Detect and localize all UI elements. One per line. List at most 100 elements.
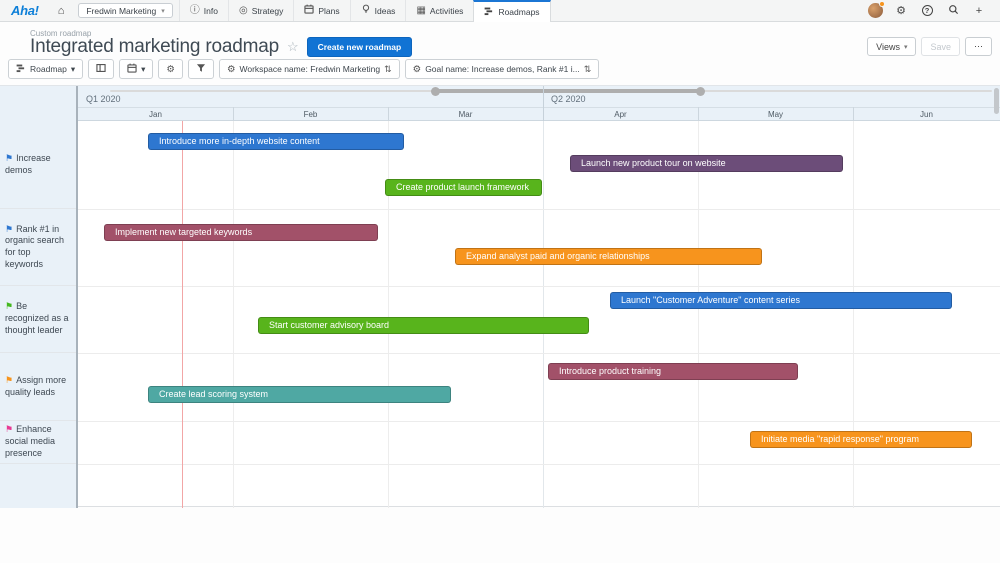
gear-icon: ⚙ [226, 63, 236, 75]
breadcrumb: Custom roadmap [30, 29, 92, 38]
grid-line [853, 121, 854, 508]
question-icon: ? [921, 5, 933, 16]
chevron-down-icon: ▾ [903, 43, 908, 51]
nav-right-icons: ⚙ ? + [862, 0, 1000, 21]
page-title: Integrated marketing roadmap [30, 36, 279, 57]
roadmap-bar[interactable]: Launch "Customer Adventure" content seri… [610, 292, 952, 309]
quarter-divider [543, 86, 544, 121]
aha-logo[interactable]: Aha! [11, 3, 39, 18]
home-icon[interactable]: ⌂ [57, 4, 65, 17]
nav-tab-info[interactable]: ⓘ Info [178, 0, 228, 21]
view-type-dropdown[interactable]: Roadmap ▾ [8, 59, 84, 79]
roadmap-bar[interactable]: Initiate media "rapid response" program [750, 431, 972, 448]
goal-row[interactable]: ⚑ Increase demos [0, 121, 76, 209]
roadmap-bar[interactable]: Launch new product tour on website [570, 155, 843, 172]
roadmap-toolbar: Roadmap ▾ ▾ ⚙ ⚙ Workspace name: Fredwin … [8, 59, 600, 79]
goal-row[interactable]: ⚑ Rank #1 in organic search for top keywo… [0, 209, 76, 286]
month-label: Jun [920, 110, 933, 119]
favorite-star-icon[interactable]: ☆ [286, 39, 299, 54]
settings-gear-button[interactable]: ⚙ [888, 4, 914, 17]
roadmap-bar[interactable]: Create product launch framework [385, 179, 542, 196]
nav-tab-ideas[interactable]: Ideas [349, 0, 406, 21]
roadmap-bar[interactable]: Introduce more in-depth website content [148, 133, 404, 150]
columns-icon [96, 63, 106, 75]
search-icon [948, 4, 959, 18]
views-dropdown-button[interactable]: Views ▾ [867, 37, 917, 56]
grid-line [388, 121, 389, 508]
roadmap-icon [484, 6, 494, 19]
info-icon: ⓘ [189, 4, 200, 16]
roadmap-bar[interactable]: Introduce product training [548, 363, 798, 380]
goals-sidebar: ⚑ Increase demos ⚑ Rank #1 in organic sear… [0, 86, 78, 508]
goal-row[interactable]: ⚑ Assign more quality leads [0, 353, 76, 421]
timeline-zoom-handle-right[interactable] [696, 87, 705, 96]
row-divider [78, 421, 1000, 422]
workspace-filter-chip[interactable]: ⚙ Workspace name: Fredwin Marketing ⇅ [218, 59, 400, 79]
grid-line-quarter [543, 121, 544, 508]
grid-icon: ▦ [416, 4, 426, 16]
workspace-selector-label: Fredwin Marketing [86, 5, 157, 16]
vertical-scrollbar-thumb[interactable] [994, 88, 999, 114]
roadmap-bar[interactable]: Start customer advisory board [258, 317, 589, 334]
timeline-zoom-range[interactable] [435, 89, 700, 93]
goal-row-empty [0, 464, 76, 508]
month-label: Feb [303, 110, 318, 119]
roadmap-bar[interactable]: Implement new targeted keywords [104, 224, 378, 241]
nav-tab-plans[interactable]: Plans [293, 0, 349, 21]
strategy-icon: ◎ [238, 4, 248, 16]
roadmap-gantt-chart: Q1 2020 Q2 2020 Jan Feb Mar Apr May Jun [0, 85, 1000, 508]
nav-tab-roadmaps[interactable]: Roadmaps [473, 0, 551, 22]
row-divider [78, 286, 1000, 287]
quarter-label: Q2 2020 [551, 94, 586, 104]
month-label: May [767, 110, 784, 119]
add-button[interactable]: + [966, 5, 992, 17]
timeline-header: Q1 2020 Q2 2020 Jan Feb Mar Apr May Jun [78, 86, 1000, 121]
search-button[interactable] [940, 4, 966, 18]
flag-icon: ⚑ [5, 223, 14, 234]
flag-icon: ⚑ [5, 301, 14, 312]
columns-button[interactable] [88, 59, 115, 79]
user-avatar[interactable] [862, 1, 888, 18]
roadmap-bar[interactable]: Create lead scoring system [148, 386, 451, 403]
goal-filter-chip[interactable]: ⚙ Goal name: Increase demos, Rank #1 i..… [404, 59, 600, 79]
chevron-down-icon: ▾ [70, 63, 76, 74]
calendar-icon [127, 63, 137, 75]
nav-tab-activities[interactable]: ▦ Activities [405, 0, 473, 21]
timeline-zoom-handle-left[interactable] [431, 87, 440, 96]
help-button[interactable]: ? [914, 5, 940, 16]
nav-tab-strategy[interactable]: ◎ Strategy [227, 0, 293, 21]
header-divider [78, 107, 1000, 108]
chart-settings-button[interactable]: ⚙ [158, 59, 183, 79]
gear-icon: ⚙ [166, 63, 175, 75]
gear-icon: ⚙ [412, 63, 422, 75]
gantt-icon [16, 63, 26, 75]
grid-line [698, 121, 699, 508]
chevron-down-icon: ▾ [141, 63, 146, 74]
up-down-icon: ⇅ [583, 63, 592, 74]
create-new-roadmap-button[interactable]: Create new roadmap [306, 37, 413, 57]
grid-line [233, 121, 234, 508]
row-divider [78, 353, 1000, 354]
top-navigation: Aha! ⌂ Fredwin Marketing ▾ ⓘ Info ◎ Stra… [0, 0, 1000, 22]
roadmap-bar[interactable]: Expand analyst paid and organic relation… [455, 248, 762, 265]
up-down-icon: ⇅ [384, 63, 392, 74]
notification-dot [879, 1, 885, 7]
lightbulb-icon [361, 4, 371, 17]
month-label: Apr [614, 110, 627, 119]
quarter-label: Q1 2020 [86, 94, 121, 104]
flag-icon: ⚑ [5, 424, 14, 435]
row-divider [78, 464, 1000, 465]
date-range-button[interactable]: ▾ [119, 59, 154, 79]
save-button[interactable]: Save [921, 37, 960, 56]
goal-row[interactable]: ⚑ Be recognized as a thought leader [0, 286, 76, 353]
chevron-down-icon: ▾ [161, 7, 165, 15]
avatar [867, 3, 883, 18]
month-label: Jan [149, 110, 162, 119]
gear-icon: ⚙ [896, 5, 906, 17]
goal-row[interactable]: ⚑ Enhance social media presence [0, 421, 76, 464]
workspace-selector[interactable]: Fredwin Marketing ▾ [78, 3, 173, 18]
filter-button[interactable] [187, 59, 214, 79]
funnel-icon [196, 63, 206, 75]
plus-icon: + [975, 4, 983, 17]
more-options-button[interactable]: ⋯ [965, 37, 992, 56]
